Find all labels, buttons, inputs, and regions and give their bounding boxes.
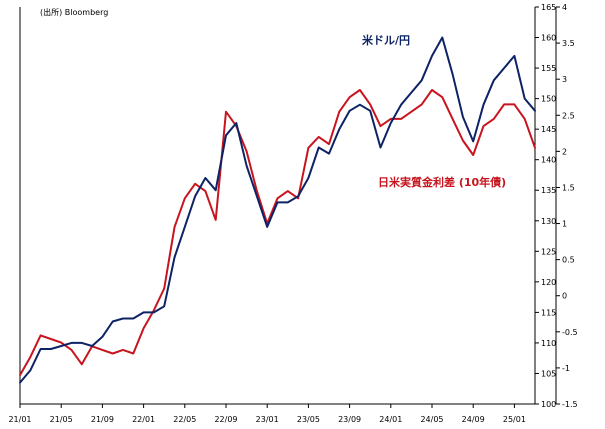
rate-diff-tick-label: 4 bbox=[562, 3, 567, 12]
usdjpy-tick-label: 100 bbox=[541, 400, 556, 409]
rate-diff-tick-label: 0.5 bbox=[562, 256, 575, 265]
series-label-usdjpy: 米ドル/円 bbox=[361, 33, 410, 47]
usdjpy-tick-label: 130 bbox=[541, 217, 556, 226]
rate-diff-tick-label: -0.5 bbox=[562, 328, 578, 337]
x-tick-label: 24/09 bbox=[462, 415, 485, 424]
x-axis-ticks: 21/01 21/05 21/09 22/01 22/05 22/09 23/01 23/05… bbox=[8, 404, 526, 424]
rate-diff-tick-label: 2.5 bbox=[562, 111, 575, 120]
x-tick-label: 21/09 bbox=[91, 415, 114, 424]
usdjpy-tick-label: 105 bbox=[541, 369, 556, 378]
axes bbox=[19, 7, 557, 405]
rate-diff-tick-label: 1.5 bbox=[562, 183, 575, 192]
rate-diff-tick-label: 3 bbox=[562, 75, 567, 84]
usdjpy-axis-ticks: 100 105 110 115 120 125 130 135 140 145 150 155 160 1… bbox=[535, 3, 556, 409]
usdjpy-tick-label: 165 bbox=[541, 3, 556, 12]
usdjpy-tick-label: 150 bbox=[541, 95, 556, 104]
rate-diff-tick-label: 1 bbox=[562, 220, 567, 229]
usdjpy-tick-label: 125 bbox=[541, 247, 556, 256]
x-tick-label: 23/05 bbox=[297, 415, 320, 424]
source-label: (出所) Bloomberg bbox=[40, 7, 108, 17]
rate-diff-tick-label: 0 bbox=[562, 292, 567, 301]
usdjpy-tick-label: 135 bbox=[541, 186, 556, 195]
x-tick-label: 21/01 bbox=[8, 415, 31, 424]
usdjpy-line bbox=[19, 36, 536, 384]
rate-diff-line bbox=[19, 89, 536, 377]
rate-diff-tick-label: -1.5 bbox=[562, 400, 578, 409]
usdjpy-tick-label: 155 bbox=[541, 64, 556, 73]
x-tick-label: 23/09 bbox=[338, 415, 361, 424]
usdjpy-tick-label: 115 bbox=[541, 308, 556, 317]
usdjpy-tick-label: 110 bbox=[541, 339, 556, 348]
usdjpy-tick-label: 160 bbox=[541, 34, 556, 43]
usdjpy-tick-label: 140 bbox=[541, 156, 556, 165]
x-tick-label: 22/05 bbox=[173, 415, 196, 424]
rate-diff-tick-label: -1 bbox=[562, 364, 570, 373]
rate-diff-axis-ticks: -1.5 -1 -0.5 0 0.5 1 1.5 2 2.5 3 3.5 4 bbox=[556, 3, 578, 409]
x-tick-label: 21/05 bbox=[50, 415, 73, 424]
usdjpy-tick-label: 120 bbox=[541, 278, 556, 287]
x-tick-label: 24/01 bbox=[379, 415, 402, 424]
rate-diff-tick-label: 3.5 bbox=[562, 39, 575, 48]
x-tick-label: 22/09 bbox=[214, 415, 237, 424]
series-label-rate-diff: 日米実質金利差 (10年債) bbox=[378, 175, 506, 189]
x-tick-label: 22/01 bbox=[132, 415, 155, 424]
series-lines bbox=[19, 36, 536, 384]
x-tick-label: 25/01 bbox=[503, 415, 526, 424]
rate-diff-tick-label: 2 bbox=[562, 147, 567, 156]
x-tick-label: 23/01 bbox=[256, 415, 279, 424]
usdjpy-tick-label: 145 bbox=[541, 125, 556, 134]
x-tick-label: 24/05 bbox=[420, 415, 443, 424]
